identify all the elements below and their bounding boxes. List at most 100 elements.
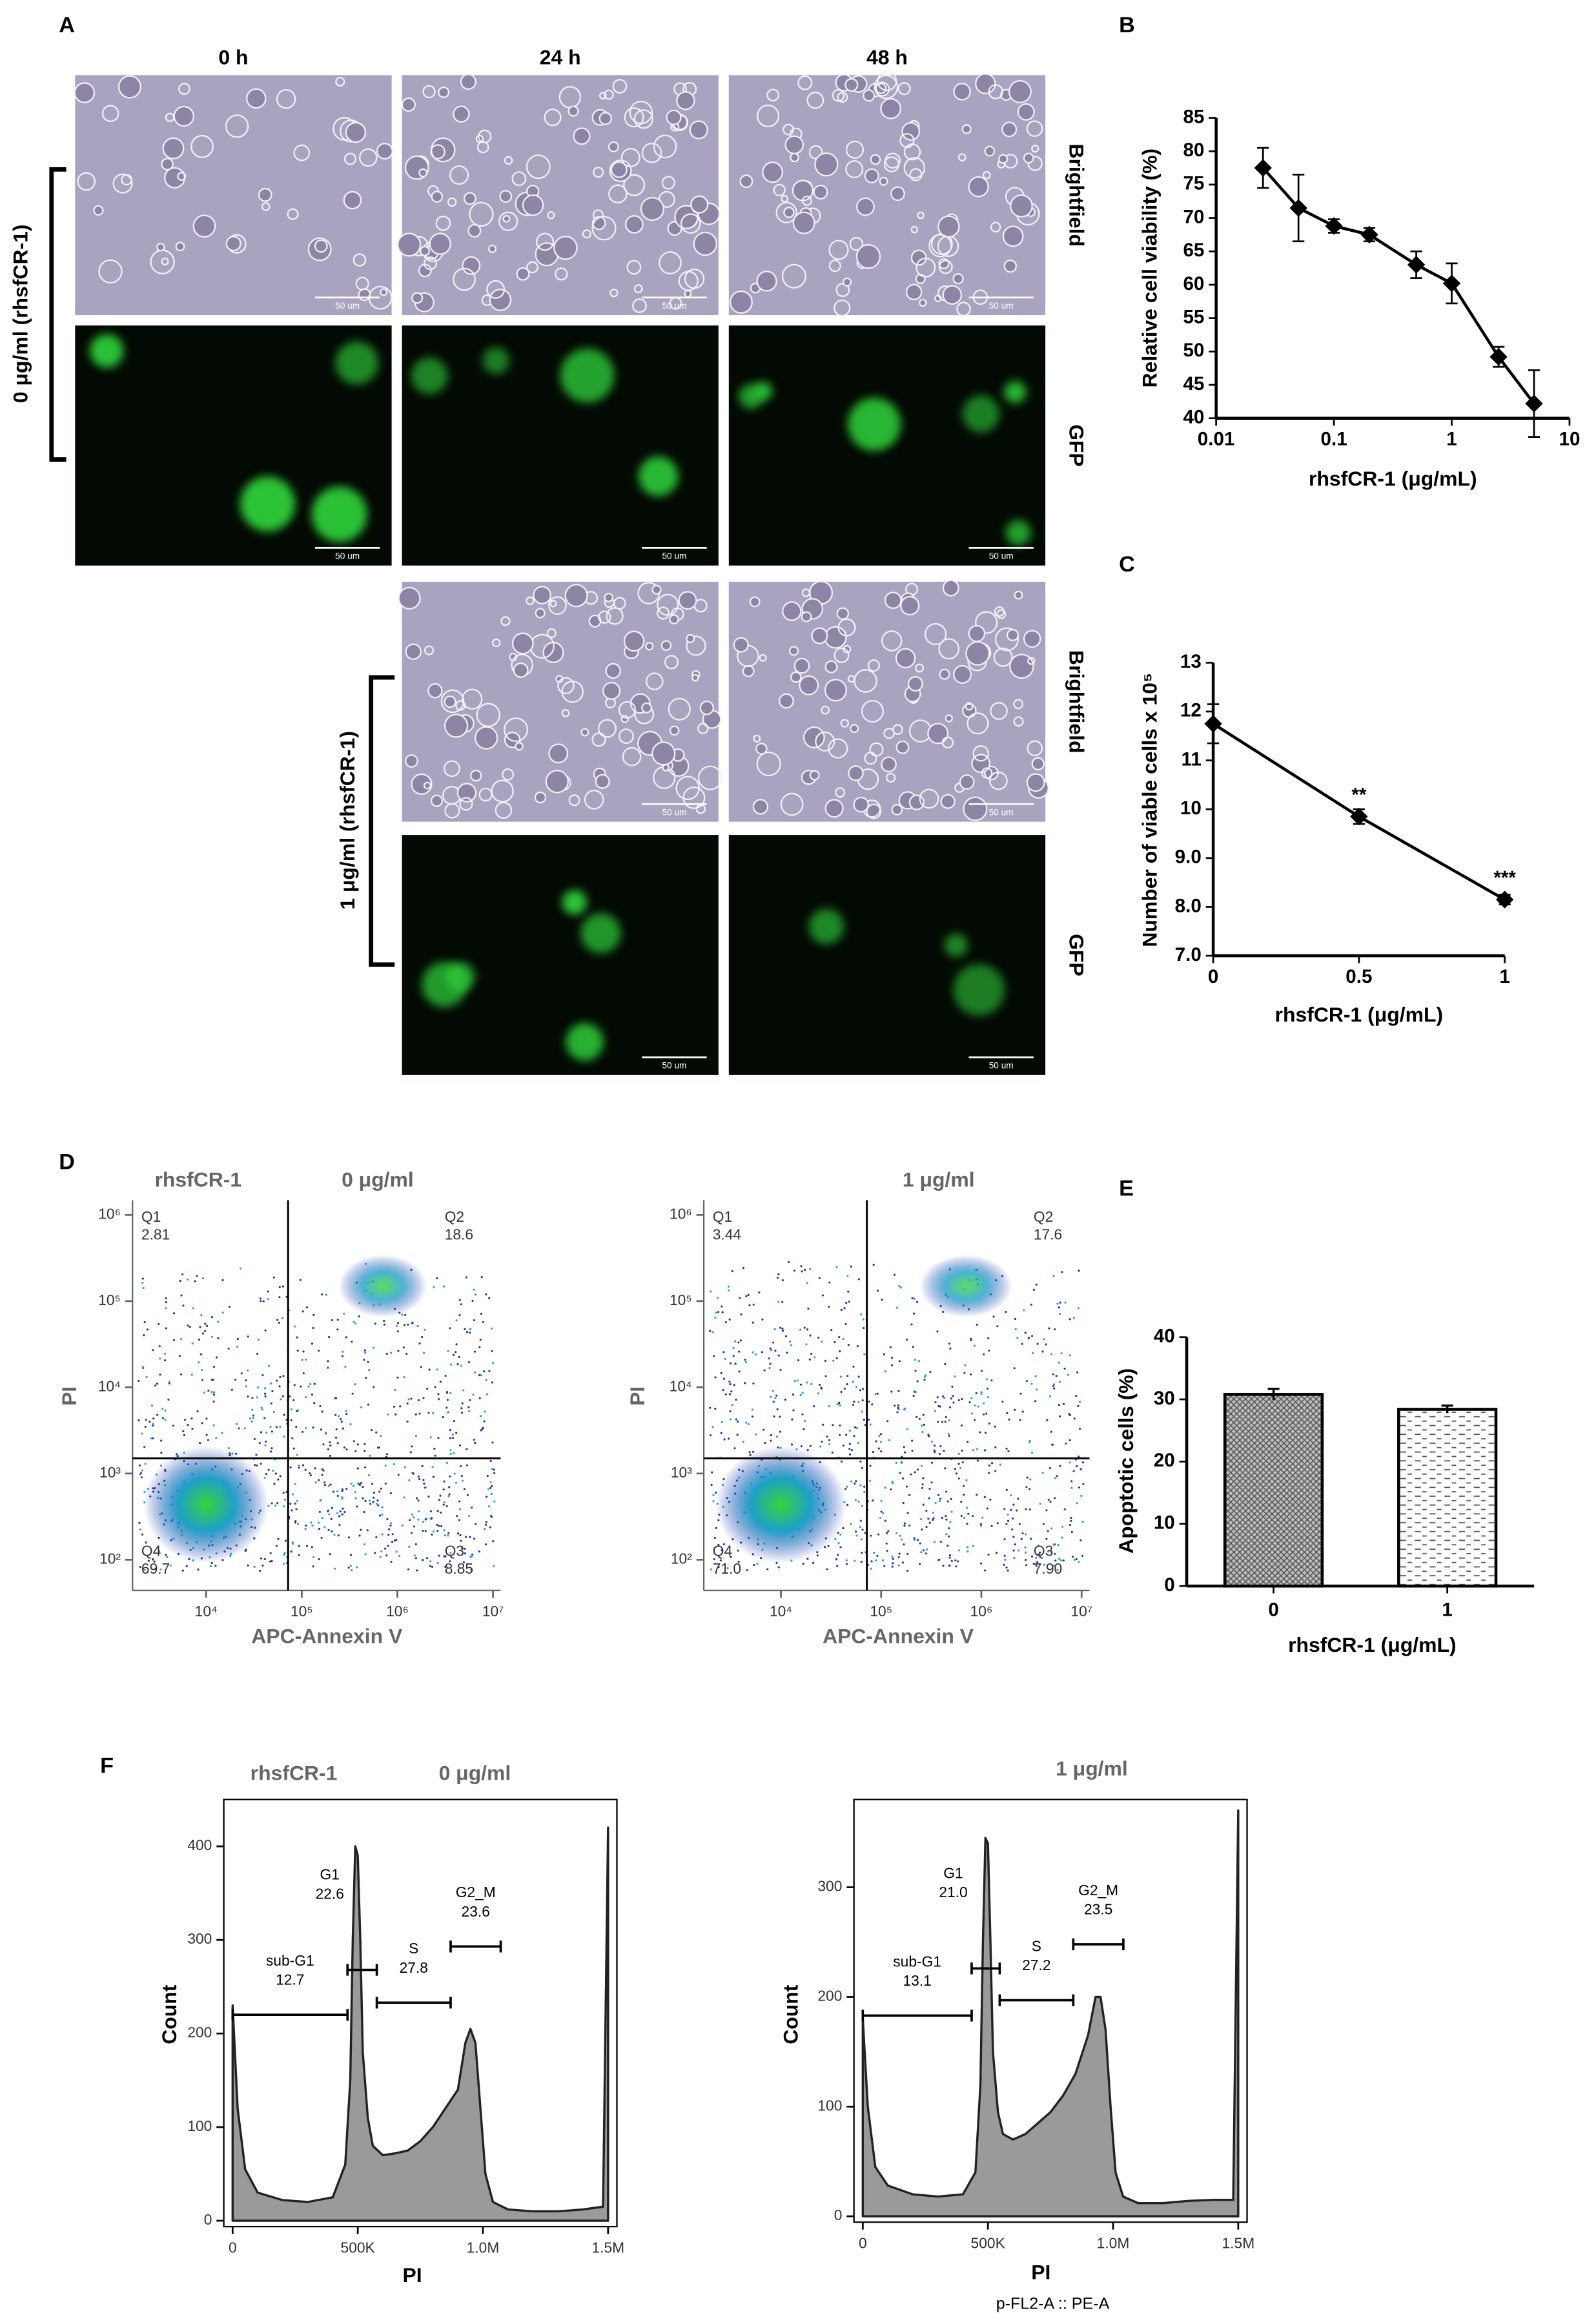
event bbox=[289, 1466, 292, 1468]
event bbox=[252, 1414, 255, 1417]
event bbox=[996, 1325, 999, 1328]
event bbox=[270, 1402, 272, 1404]
cell bbox=[953, 83, 971, 101]
cell bbox=[534, 791, 547, 804]
event bbox=[1056, 1569, 1059, 1572]
chart-title: 1 μg/ml bbox=[903, 1168, 975, 1191]
event bbox=[719, 1559, 722, 1561]
cell bbox=[419, 245, 431, 256]
event bbox=[161, 1417, 164, 1419]
cell bbox=[535, 608, 546, 619]
cell bbox=[781, 194, 789, 203]
event bbox=[179, 1279, 181, 1282]
event bbox=[325, 1293, 328, 1296]
cell bbox=[557, 677, 575, 695]
event bbox=[236, 1423, 238, 1425]
event bbox=[363, 1450, 366, 1452]
event bbox=[722, 1389, 724, 1392]
x-tick-label: 10 bbox=[1559, 429, 1580, 450]
scale-bar-label: 50 um bbox=[989, 807, 1014, 817]
event bbox=[276, 1379, 278, 1382]
event bbox=[938, 1499, 941, 1503]
event bbox=[986, 1507, 989, 1510]
scale-bar-label: 50 um bbox=[335, 551, 360, 561]
event bbox=[196, 1410, 199, 1413]
event bbox=[416, 1497, 418, 1499]
event bbox=[1006, 1412, 1008, 1414]
event bbox=[948, 1419, 950, 1422]
event bbox=[803, 1428, 805, 1430]
cell bbox=[568, 794, 580, 807]
event bbox=[744, 1359, 746, 1361]
event bbox=[466, 1494, 469, 1497]
cell bbox=[942, 579, 959, 597]
event bbox=[879, 1433, 882, 1435]
cell bbox=[591, 732, 606, 747]
event bbox=[205, 1434, 208, 1436]
event bbox=[317, 1521, 320, 1524]
event bbox=[842, 1337, 844, 1341]
event bbox=[256, 1464, 258, 1467]
event bbox=[251, 1397, 254, 1399]
x-axis-label: APC-Annexin V bbox=[251, 1624, 403, 1647]
gfp-signal bbox=[1005, 520, 1031, 546]
event bbox=[289, 1395, 291, 1397]
event bbox=[152, 1349, 154, 1352]
event bbox=[182, 1304, 185, 1307]
event bbox=[747, 1423, 750, 1426]
scale-bar-label: 50 um bbox=[989, 1061, 1014, 1071]
event bbox=[467, 1406, 470, 1408]
event bbox=[272, 1276, 275, 1279]
event bbox=[971, 1412, 974, 1415]
event bbox=[327, 1485, 331, 1487]
event bbox=[944, 1467, 946, 1470]
event bbox=[473, 1288, 475, 1291]
cell bbox=[314, 239, 328, 253]
event bbox=[398, 1554, 401, 1558]
event bbox=[429, 1436, 432, 1439]
event bbox=[980, 1370, 983, 1372]
cell bbox=[598, 92, 607, 100]
event bbox=[855, 1386, 858, 1388]
cell bbox=[161, 257, 169, 266]
cell bbox=[953, 664, 972, 684]
event bbox=[399, 1405, 402, 1408]
event bbox=[334, 1567, 336, 1570]
event bbox=[294, 1502, 296, 1505]
event bbox=[948, 1435, 950, 1437]
event bbox=[384, 1465, 387, 1467]
event bbox=[1061, 1525, 1064, 1528]
event bbox=[267, 1298, 270, 1301]
cell bbox=[93, 205, 104, 216]
event bbox=[910, 1473, 912, 1476]
event bbox=[938, 1558, 941, 1561]
event bbox=[446, 1461, 449, 1464]
cell bbox=[697, 723, 709, 734]
event bbox=[879, 1441, 882, 1443]
cell bbox=[1027, 740, 1043, 757]
event bbox=[1058, 1306, 1060, 1309]
event bbox=[455, 1319, 458, 1322]
y-tick-label: 400 bbox=[187, 1837, 212, 1853]
event bbox=[1070, 1519, 1072, 1522]
cell bbox=[961, 124, 972, 134]
event bbox=[941, 1395, 945, 1398]
event bbox=[859, 1484, 862, 1487]
event bbox=[884, 1487, 886, 1489]
event bbox=[481, 1428, 484, 1430]
cell bbox=[657, 606, 670, 620]
event bbox=[1028, 1488, 1031, 1490]
event bbox=[1020, 1538, 1023, 1540]
event bbox=[213, 1365, 216, 1368]
event bbox=[411, 1445, 413, 1448]
event bbox=[730, 1556, 732, 1558]
event bbox=[930, 1440, 933, 1443]
event bbox=[812, 1561, 815, 1564]
event bbox=[312, 1565, 314, 1568]
cell bbox=[885, 772, 896, 783]
cell bbox=[651, 741, 676, 766]
event bbox=[483, 1420, 486, 1423]
event bbox=[799, 1383, 803, 1386]
event bbox=[1067, 1374, 1070, 1376]
event bbox=[1003, 1563, 1005, 1566]
